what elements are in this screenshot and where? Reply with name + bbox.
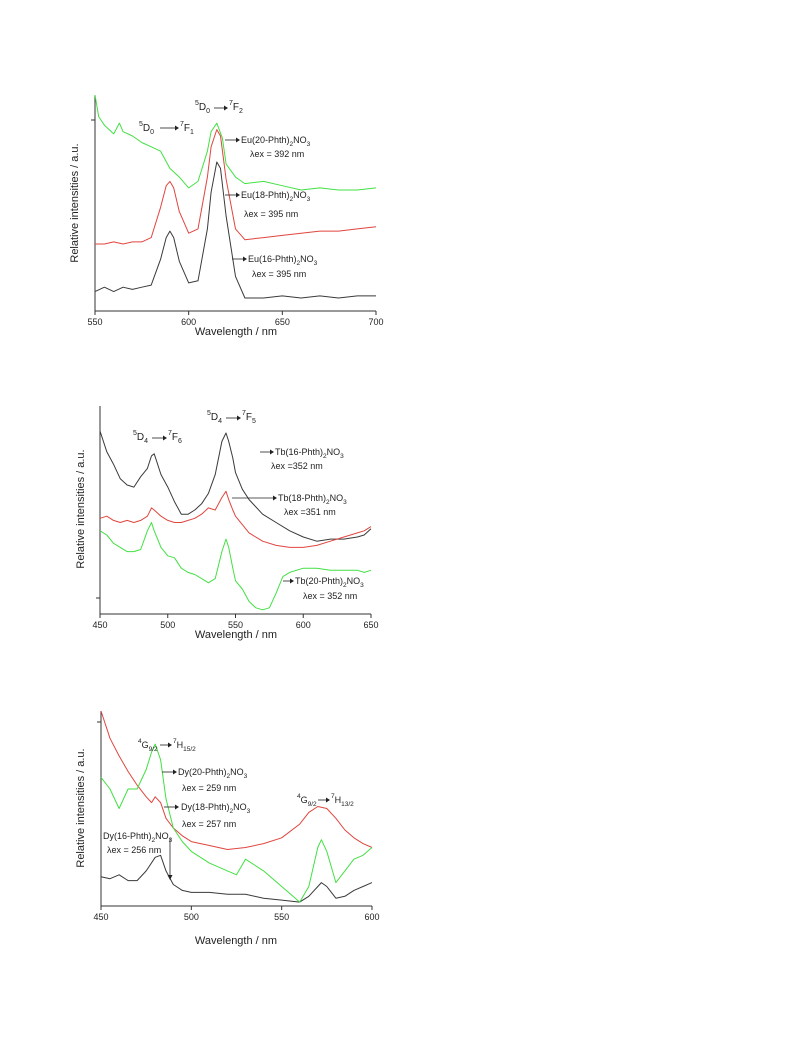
svg-text:Tb(18-Phth)2NO3: Tb(18-Phth)2NO3 (278, 493, 347, 506)
eu-label-16: Eu(16-Phth)2NO3 λex = 395 nm (232, 254, 318, 279)
dy-18-excitation: λex = 257 nm (182, 819, 236, 829)
tb-transition-7f6: 5D4 7F6 (133, 430, 182, 445)
tb-label-16: Tb(16-Phth)2NO3 λex =352 nm (260, 447, 344, 471)
dy-x-tick-label: 500 (184, 912, 199, 922)
svg-text:7H15/2: 7H15/2 (173, 738, 196, 753)
tb-series-tb-16-phth-2no3 (99, 430, 372, 542)
dy-transition-h15: 4G9/2 7H15/2 (138, 738, 196, 753)
tb-x-ticks: 450 500 550 600 650 (92, 614, 379, 630)
dy-transition-h13: 4G9/2 7H13/2 (297, 793, 354, 808)
svg-text:7F5: 7F5 (242, 410, 256, 425)
chart-tb: 450 500 550 600 650 Relative intensities / a… (75, 406, 379, 641)
eu-x-tick-label: 650 (275, 317, 290, 327)
svg-text:Dy(18-Phth)2NO3: Dy(18-Phth)2NO3 (181, 802, 251, 815)
svg-text:5D4: 5D4 (207, 410, 222, 425)
tb-transition-7f5: 5D4 7F5 (207, 410, 256, 425)
eu-label-20: Eu(20-Phth)2NO3 λex = 392 nm (225, 135, 311, 159)
dy-16-excitation: λex = 256 nm (107, 845, 161, 855)
tb-x-tick-label: 450 (92, 620, 107, 630)
tb-x-tick-label: 550 (228, 620, 243, 630)
dy-x-tick-label: 600 (364, 912, 379, 922)
tb-series-group (99, 430, 372, 611)
dy-label-20: Dy(20-Phth)2NO3 λex = 259 nm (162, 767, 248, 793)
tb-x-tick-label: 500 (160, 620, 175, 630)
tb-20-excitation: λex = 352 nm (303, 591, 357, 601)
eu-transition-7f2: 5D0 7F2 (195, 100, 243, 115)
svg-text:7F2: 7F2 (229, 100, 243, 115)
dy-series-group (100, 710, 373, 903)
tb-x-tick-label: 650 (363, 620, 378, 630)
svg-text:4G9/2: 4G9/2 (297, 793, 317, 808)
tb-label-20: Tb(20-Phth)2NO3 λex = 352 nm (283, 576, 364, 601)
eu-series-eu-20-phth-2no3 (94, 94, 377, 191)
svg-text:7H13/2: 7H13/2 (331, 793, 354, 808)
eu-16-excitation: λex = 395 nm (252, 269, 306, 279)
tb-series-tb-18-phth-2no3 (99, 490, 372, 548)
dy-x-tick-label: 450 (93, 912, 108, 922)
svg-text:Dy(16-Phth)2NO3: Dy(16-Phth)2NO3 (103, 831, 173, 844)
eu-transition-7f1: 5D0 7F1 (139, 121, 194, 136)
tb-label-18: Tb(18-Phth)2NO3 λex =351 nm (232, 493, 347, 517)
dy-20-excitation: λex = 259 nm (182, 783, 236, 793)
eu-x-tick-label: 600 (181, 317, 196, 327)
svg-text:Tb(16-Phth)2NO3: Tb(16-Phth)2NO3 (275, 447, 344, 460)
eu-x-axis-label: Wavelength / nm (195, 326, 277, 338)
svg-text:7F1: 7F1 (180, 121, 194, 136)
dy-series-dy-18-phth-2no3 (100, 710, 373, 850)
svg-text:7F6: 7F6 (168, 430, 182, 445)
eu-label-18: Eu(18-Phth)2NO3 λex = 395 nm (225, 190, 311, 219)
eu-y-axis-label: Relative intensities / a.u. (69, 143, 81, 262)
svg-text:Eu(18-Phth)2NO3: Eu(18-Phth)2NO3 (241, 190, 311, 203)
eu-20-excitation: λex = 392 nm (250, 149, 304, 159)
dy-x-ticks: 450 500 550 600 (93, 906, 380, 922)
svg-text:5D0: 5D0 (195, 100, 210, 115)
eu-axes (94, 95, 376, 312)
dy-y-axis-label: Relative intensities / a.u. (75, 748, 87, 867)
eu-x-ticks: 550 600 650 700 (87, 311, 384, 327)
dy-label-16: Dy(16-Phth)2NO3 λex = 256 nm (103, 831, 173, 880)
svg-text:5D0: 5D0 (139, 121, 154, 136)
tb-18-excitation: λex =351 nm (284, 507, 336, 517)
svg-text:5D4: 5D4 (133, 430, 148, 445)
svg-text:Dy(20-Phth)2NO3: Dy(20-Phth)2NO3 (178, 767, 248, 780)
svg-text:4G9/2: 4G9/2 (138, 738, 158, 753)
svg-text:Tb(20-Phth)2NO3: Tb(20-Phth)2NO3 (295, 576, 364, 589)
dy-label-18: Dy(18-Phth)2NO3 λex = 257 nm (164, 802, 251, 829)
dy-x-tick-label: 550 (274, 912, 289, 922)
tb-series-tb-20-phth-2no3 (99, 522, 372, 611)
svg-text:Eu(20-Phth)2NO3: Eu(20-Phth)2NO3 (241, 135, 311, 148)
svg-text:Eu(16-Phth)2NO3: Eu(16-Phth)2NO3 (248, 254, 318, 267)
eu-x-tick-label: 700 (368, 317, 383, 327)
tb-16-excitation: λex =352 nm (271, 461, 323, 471)
dy-series-dy-20-phth-2no3 (100, 743, 373, 903)
eu-x-tick-label: 550 (87, 317, 102, 327)
dy-series-dy-16-phth-2no3 (100, 854, 373, 903)
chart-dy: 450 500 550 600 Relative intensities / a.u.… (75, 710, 380, 947)
eu-series-group (94, 94, 377, 299)
tb-x-tick-label: 600 (296, 620, 311, 630)
tb-y-axis-label: Relative intensities / a.u. (75, 449, 87, 568)
eu-series-eu-16-phth-2no3 (94, 161, 376, 299)
chart-eu: 550 600 650 700 Relative intensities / a.u.… (69, 94, 384, 338)
eu-18-excitation: λex = 395 nm (244, 209, 298, 219)
dy-x-axis-label: Wavelength / nm (195, 935, 277, 947)
tb-x-axis-label: Wavelength / nm (195, 629, 277, 641)
eu-series-eu-18-phth-2no3 (95, 129, 377, 245)
